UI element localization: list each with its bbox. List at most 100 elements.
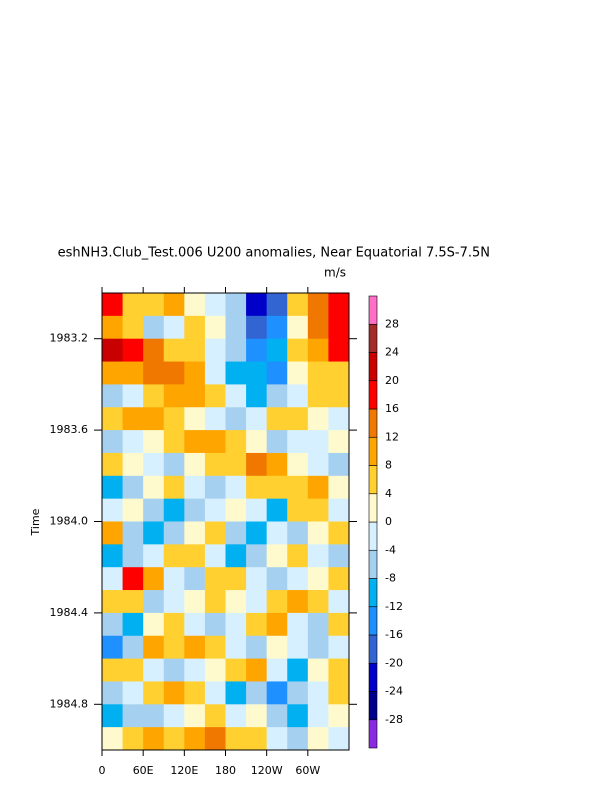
cell [246,567,268,591]
cell [204,544,226,568]
cell [287,384,309,408]
cell [246,544,268,568]
colorbar-label: -12 [385,600,403,613]
cell [287,361,309,385]
cell [143,727,165,751]
cell [163,567,185,591]
cell [328,727,350,751]
cell [287,567,309,591]
cell [122,635,144,660]
cell [204,590,226,614]
cell [246,430,268,454]
cell [143,635,165,660]
cell [184,590,206,614]
x-tick-label: 180 [215,764,236,777]
cell [143,361,165,385]
cell [163,498,185,522]
colorbar-swatch [368,606,378,636]
cell [287,635,309,660]
cell [266,407,288,431]
cell [102,521,124,545]
cell [266,361,288,385]
cell [122,521,144,545]
cell [143,430,165,454]
cell [184,567,206,591]
cell [266,704,288,728]
cell [204,475,226,500]
cell [287,407,309,431]
cell [102,567,124,591]
cell [266,315,288,340]
cell [122,704,144,728]
cell [122,544,144,568]
cell [225,521,247,545]
cell [307,704,329,728]
cell [225,475,247,500]
x-tick-label: 120W [251,764,283,777]
colorbar-label: 24 [385,346,399,359]
cell [184,658,206,682]
cell [143,521,165,545]
colorbar-swatch [368,549,378,579]
cell [143,498,165,522]
cell [184,315,206,340]
cell [266,567,288,591]
cell [307,384,329,408]
cell [184,681,206,705]
cell [266,727,288,751]
chart-title: eshNH3.Club_Test.006 U200 anomalies, Nea… [58,246,490,261]
y-tick-label: 1984.4 [50,606,89,619]
cell [143,452,165,477]
colorbar-label: 8 [385,459,392,472]
cell [328,590,350,614]
cell [122,361,144,385]
cell [266,384,288,408]
cell [102,315,124,340]
cell [102,544,124,568]
cell [225,498,247,522]
cell [143,612,165,637]
cell [287,521,309,545]
cell [266,658,288,682]
colorbar-label: 16 [385,402,399,415]
cell [102,293,124,317]
cell [163,704,185,728]
cell [184,475,206,500]
cell [246,452,268,477]
cell [328,498,350,522]
cell [307,452,329,477]
cell [287,658,309,682]
cell [225,452,247,477]
cell [328,475,350,500]
cell [204,293,226,317]
cell [184,293,206,317]
cell [246,475,268,500]
cell [328,315,350,340]
cell [328,521,350,545]
cell [307,590,329,614]
cell [225,635,247,660]
cell [204,681,226,705]
cell [184,727,206,751]
cell [287,544,309,568]
cell [122,452,144,477]
cell [204,521,226,545]
cell [246,681,268,705]
cell [225,407,247,431]
cell [225,590,247,614]
cell [102,407,124,431]
y-axis-label: Time [29,508,42,536]
cell [143,681,165,705]
cell [287,315,309,340]
x-tick-label: 0 [99,764,106,777]
cell [328,338,350,363]
cell [163,452,185,477]
cell [163,681,185,705]
cell [163,407,185,431]
cell [163,361,185,385]
cell [307,407,329,431]
cell [184,384,206,408]
cell [266,338,288,363]
x-tick-label: 60W [295,764,320,777]
cell [143,658,165,682]
